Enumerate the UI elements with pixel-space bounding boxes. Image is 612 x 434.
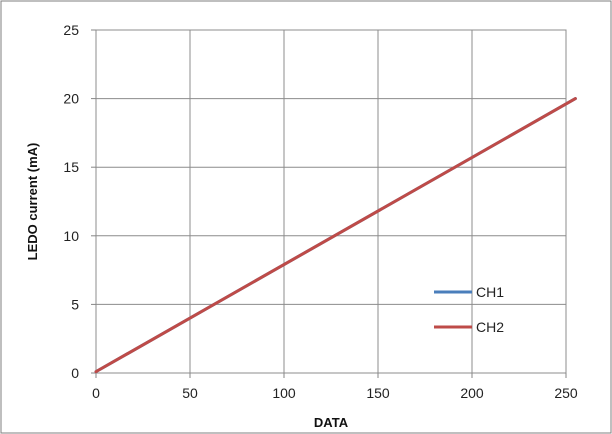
series-line-ch2 xyxy=(94,97,577,374)
y-tick-label: 5 xyxy=(71,296,79,312)
y-tick-label: 0 xyxy=(71,365,79,381)
y-tick-label: 20 xyxy=(63,91,79,107)
x-axis-title: DATA xyxy=(314,415,349,430)
y-axis-title: LEDO current (mA) xyxy=(25,143,40,261)
x-tick-label: 0 xyxy=(92,385,100,401)
x-tick-label: 200 xyxy=(460,385,484,401)
grid xyxy=(95,29,567,374)
plot-area xyxy=(95,29,567,374)
y-tick-label: 15 xyxy=(63,159,79,175)
x-tick-label: 250 xyxy=(554,385,578,401)
y-tick-label: 10 xyxy=(63,228,79,244)
x-tick-label: 50 xyxy=(182,385,198,401)
y-tick-label: 25 xyxy=(63,22,79,38)
x-tick-label: 100 xyxy=(272,385,296,401)
legend-label-ch1: CH1 xyxy=(476,284,504,300)
x-tick-label: 150 xyxy=(366,385,390,401)
legend: CH1 CH2 xyxy=(434,284,504,335)
legend-label-ch2: CH2 xyxy=(476,319,504,335)
series xyxy=(94,97,577,374)
tick-labels: 0 50 100 150 200 250 0 5 10 15 20 25 xyxy=(63,22,577,401)
